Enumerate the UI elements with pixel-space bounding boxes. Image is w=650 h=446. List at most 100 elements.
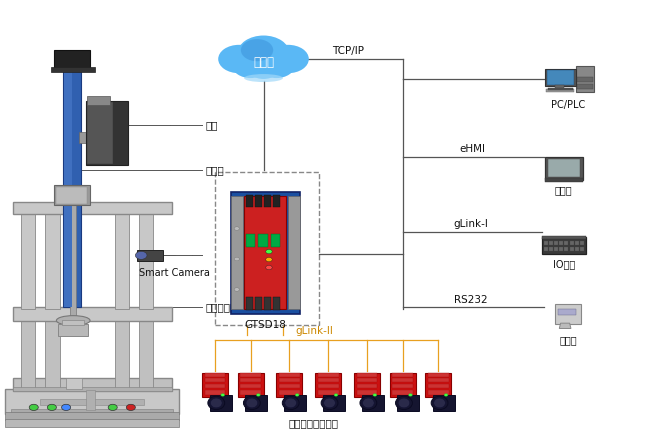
Bar [558,309,576,315]
Circle shape [47,404,57,410]
Bar [323,395,345,411]
Bar [246,395,267,411]
Text: RS232: RS232 [454,294,488,305]
Bar [544,241,548,245]
Ellipse shape [363,398,374,408]
Bar [273,297,280,310]
Circle shape [62,404,71,410]
Bar [279,390,300,395]
Bar [255,195,262,207]
Bar [139,212,153,310]
Bar [575,241,578,245]
Bar [244,196,287,310]
Text: GTSD18: GTSD18 [244,320,287,330]
Bar [428,390,448,395]
Bar [86,101,127,165]
Bar [279,384,300,388]
Bar [259,234,268,247]
Bar [46,212,60,310]
Bar [559,241,563,245]
Bar [70,203,77,318]
Bar [577,84,593,89]
Circle shape [241,39,273,61]
Bar [549,247,552,252]
Bar [542,237,586,254]
Bar [271,234,280,247]
Bar [276,373,302,397]
Circle shape [221,394,225,396]
Bar [575,247,578,252]
Bar [66,378,83,389]
Text: gLink-I: gLink-I [453,219,488,229]
Bar [246,195,253,207]
Ellipse shape [396,396,412,409]
Circle shape [267,45,309,73]
Bar [240,390,261,395]
Bar [255,297,262,310]
Bar [545,178,582,182]
Bar [318,373,339,377]
Ellipse shape [246,398,257,408]
Bar [357,378,378,382]
Circle shape [444,394,448,396]
Bar [246,297,253,310]
Bar [357,384,378,388]
Bar [62,320,84,325]
Bar [315,373,341,397]
Ellipse shape [208,396,225,409]
Bar [139,318,153,389]
Bar [246,234,255,247]
Ellipse shape [360,396,377,409]
Bar [548,159,580,178]
Ellipse shape [434,398,445,408]
Bar [279,378,300,382]
Bar [357,373,378,377]
Bar [559,247,563,252]
Text: 触摸屏: 触摸屏 [555,186,573,195]
Bar [580,247,584,252]
Bar [357,390,378,395]
Bar [238,373,263,397]
Ellipse shape [431,396,448,409]
Bar [279,373,300,377]
Circle shape [408,394,412,396]
Bar [393,373,413,377]
Bar [240,378,261,382]
Bar [545,157,582,180]
Circle shape [248,57,280,79]
Bar [554,241,558,245]
Polygon shape [559,323,571,329]
Bar [21,318,35,389]
Bar [554,247,558,252]
Bar [273,195,280,207]
Circle shape [295,394,299,396]
Bar [555,85,564,89]
Circle shape [258,53,294,78]
Bar [569,247,573,252]
Circle shape [266,265,272,270]
Bar [564,241,568,245]
Text: TCP/IP: TCP/IP [332,46,363,56]
Circle shape [373,394,377,396]
Bar [205,390,226,395]
Bar [393,378,413,382]
Bar [55,50,90,70]
Text: 压力传感器: 压力传感器 [205,302,237,312]
Text: PC/PLC: PC/PLC [551,100,586,110]
Bar [202,373,228,397]
Circle shape [218,45,259,73]
Bar [425,373,451,397]
Ellipse shape [244,74,283,82]
Bar [569,241,573,245]
Circle shape [266,257,272,262]
Ellipse shape [282,396,299,409]
Bar [542,236,586,240]
Bar [205,384,226,388]
Bar [13,307,172,321]
Bar [549,241,552,245]
Circle shape [29,404,38,410]
Circle shape [334,394,338,396]
Bar [88,96,110,105]
Bar [11,409,173,416]
Bar [240,384,261,388]
